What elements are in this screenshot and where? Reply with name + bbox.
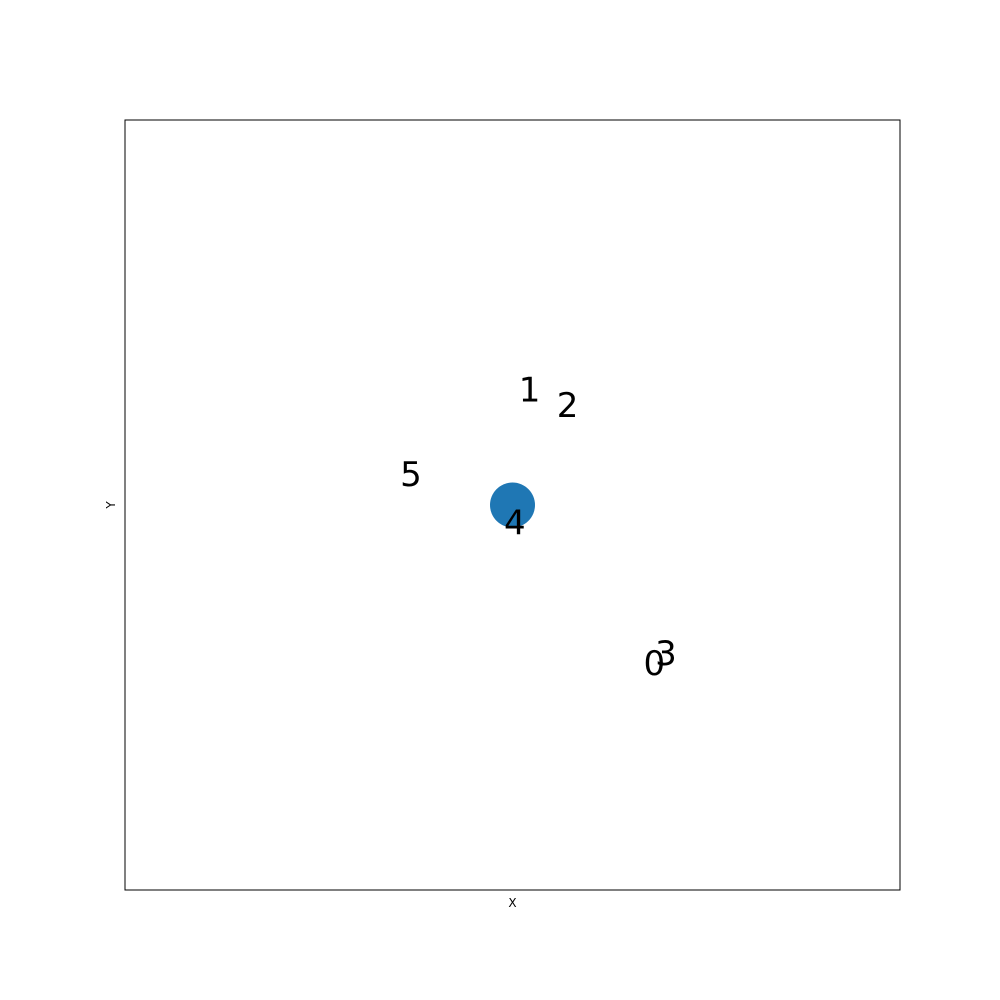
point-label-2: 2 [557, 386, 579, 426]
point-label-3: 3 [655, 634, 677, 674]
point-label-0: 0 [644, 644, 666, 684]
marker-layer [490, 482, 535, 528]
point-label-5: 5 [400, 455, 422, 495]
point-label-4: 4 [504, 504, 526, 544]
scatter-point-0 [490, 482, 535, 528]
x-axis-label: X [508, 896, 516, 910]
point-label-1: 1 [519, 371, 541, 411]
annotation-layer: 0 1 2 3 4 5 [400, 371, 677, 684]
y-axis-label: Y [104, 501, 118, 510]
